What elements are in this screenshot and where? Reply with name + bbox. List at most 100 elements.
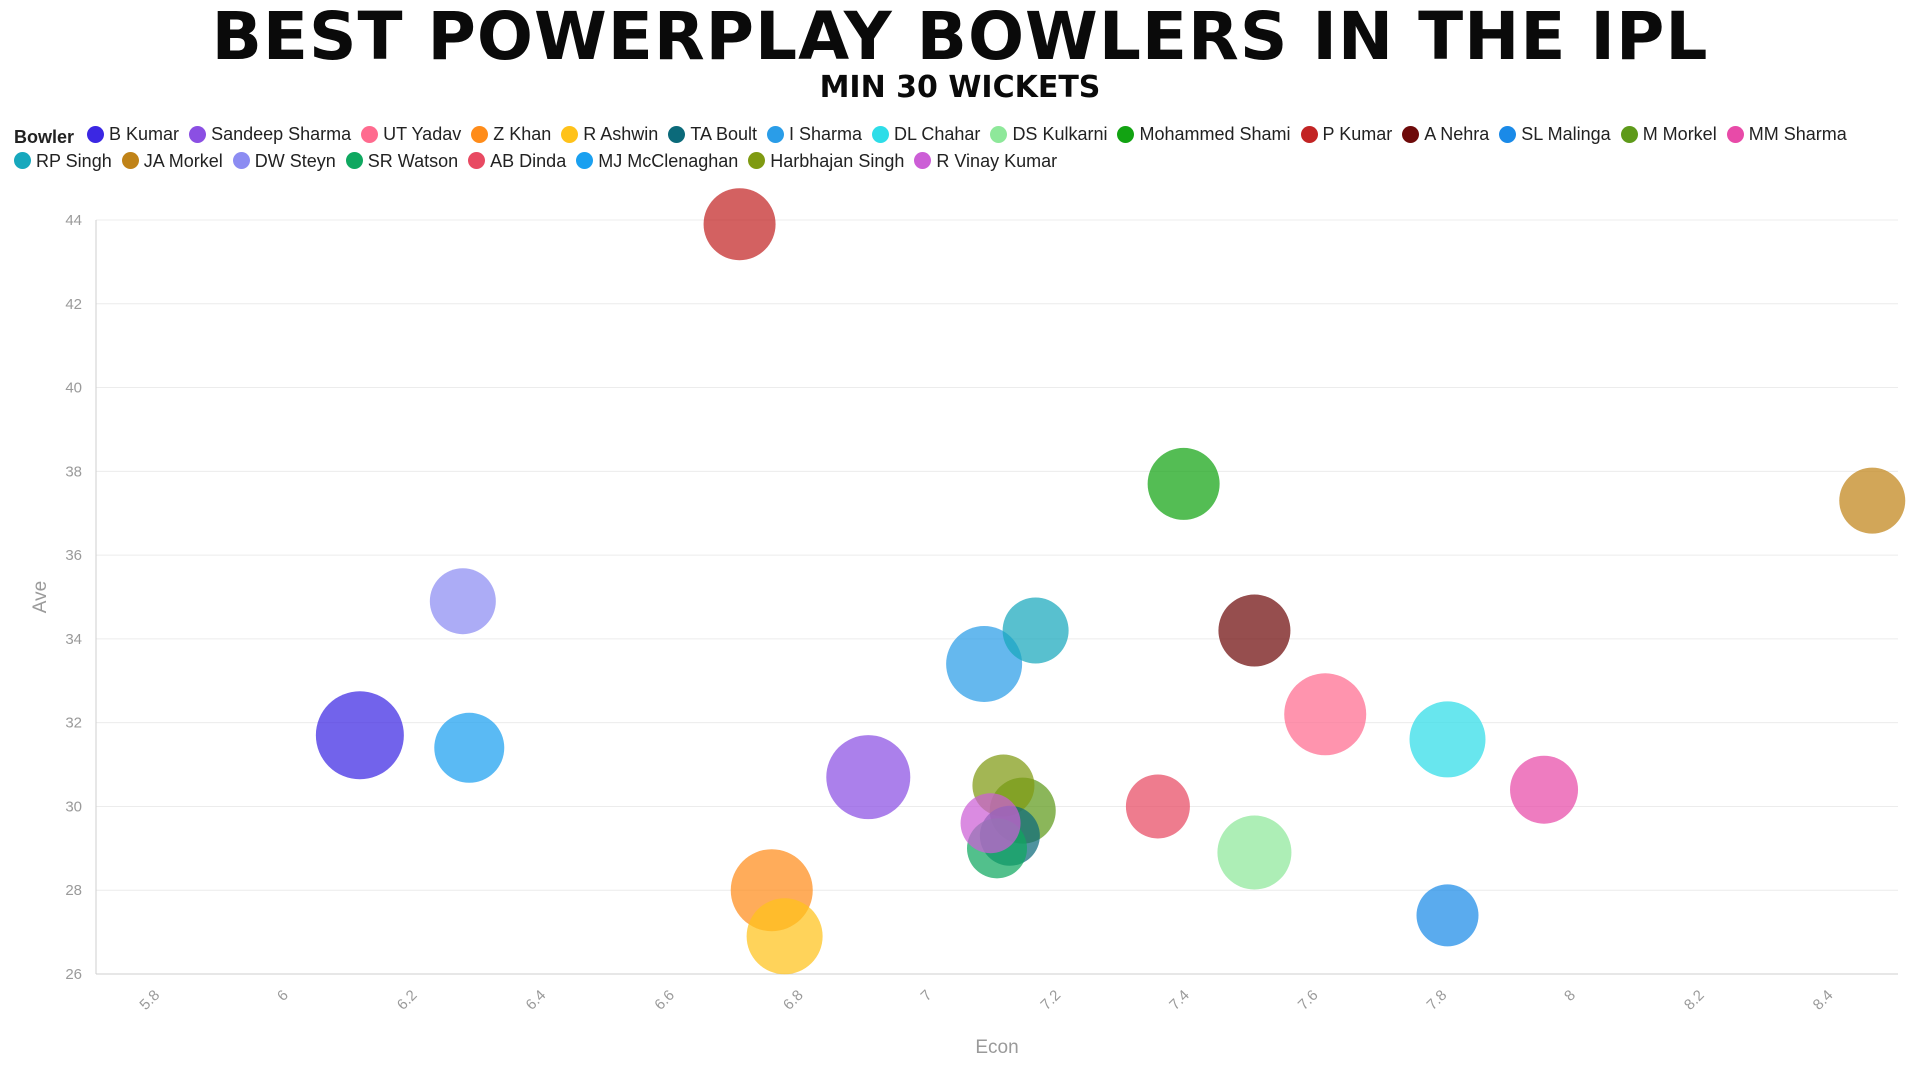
legend-item-harbhajan-singh[interactable]: Harbhajan Singh — [748, 149, 904, 173]
legend-label: SR Watson — [367, 150, 459, 171]
x-tick-label: 8.2 — [1681, 987, 1708, 1014]
legend-swatch — [189, 125, 207, 143]
bubble-ab-dinda[interactable] — [1125, 774, 1190, 839]
y-tick-label: 30 — [65, 798, 82, 815]
x-axis-ticks: 5.8 6 6.2 6.4 6.6 6.8 7 7.2 7.4 7.6 7.8 8 8.2 8.4 — [136, 987, 1836, 1014]
y-tick-label: 32 — [65, 715, 82, 732]
legend-item-r-ashwin[interactable]: R Ashwin — [561, 122, 658, 146]
bubble-mm-sharma[interactable] — [1510, 755, 1579, 824]
legend-swatch — [990, 125, 1008, 143]
bubble-mohammed-shami[interactable] — [1147, 447, 1220, 520]
legend-swatch — [361, 125, 379, 143]
legend-item-ab-dinda[interactable]: AB Dinda — [468, 149, 566, 173]
legend-item-dw-steyn[interactable]: DW Steyn — [232, 149, 336, 173]
legend-item-b-kumar[interactable]: B Kumar — [87, 122, 179, 146]
legend-label: R Vinay Kumar — [936, 150, 1058, 171]
legend-label: Mohammed Shami — [1139, 124, 1291, 144]
x-tick-label: 8.4 — [1810, 987, 1837, 1014]
x-tick-label: 6 — [274, 987, 292, 1005]
bubble-dl-chahar[interactable] — [1409, 701, 1486, 778]
legend-label: A Nehra — [1424, 124, 1490, 144]
y-tick-label: 40 — [65, 380, 82, 397]
legend-item-sl-malinga[interactable]: SL Malinga — [1499, 122, 1611, 146]
y-tick-label: 44 — [65, 212, 82, 229]
legend-swatch — [748, 152, 766, 169]
legend-item-mj-mcclenaghan[interactable]: MJ McClenaghan — [576, 149, 738, 173]
chart-title: BEST POWERPLAY BOWLERS IN THE IPL — [211, 0, 1709, 75]
legend-swatch — [561, 125, 579, 143]
bubble-rp-singh[interactable] — [1002, 597, 1069, 664]
legend-title: Bowler — [14, 126, 75, 147]
legend-swatch — [87, 125, 105, 143]
legend-swatch — [872, 125, 890, 143]
x-tick-label: 6.8 — [780, 987, 807, 1014]
legend-swatch — [1117, 125, 1135, 143]
x-axis-label: Econ — [975, 1037, 1018, 1058]
legend-item-p-kumar[interactable]: P Kumar — [1300, 122, 1392, 146]
y-tick-label: 34 — [65, 631, 82, 648]
legend-item-z-khan[interactable]: Z Khan — [471, 122, 551, 146]
legend-label: MJ McClenaghan — [598, 150, 739, 171]
legend-swatch — [914, 152, 932, 169]
bubble-r-ashwin[interactable] — [746, 898, 823, 975]
bubble-ds-kulkarni[interactable] — [1217, 815, 1292, 890]
legend: Bowler B Kumar Sandeep Sharma UT Yadav Z Kh… — [14, 122, 1894, 175]
legend-label: SL Malinga — [1521, 124, 1611, 144]
legend-label: R Ashwin — [583, 124, 659, 144]
bubble-sl-malinga[interactable] — [1416, 884, 1479, 947]
x-tick-label: 7.6 — [1295, 987, 1322, 1014]
x-tick-label: 7.4 — [1166, 987, 1193, 1014]
legend-swatch — [767, 125, 785, 143]
legend-item-sr-watson[interactable]: SR Watson — [345, 149, 459, 173]
bubble-dw-steyn[interactable] — [429, 568, 496, 635]
legend-label: DL Chahar — [894, 124, 981, 144]
bubble-mj-mcclenaghan[interactable] — [434, 712, 505, 783]
x-tick-label: 7.8 — [1424, 987, 1451, 1014]
legend-item-dl-chahar[interactable]: DL Chahar — [872, 122, 980, 146]
x-tick-label: 6.2 — [394, 987, 421, 1014]
x-tick-label: 7 — [918, 987, 936, 1005]
legend-item-m-morkel[interactable]: M Morkel — [1620, 122, 1717, 146]
legend-swatch — [468, 152, 486, 169]
y-tick-label: 38 — [65, 463, 82, 480]
legend-item-i-sharma[interactable]: I Sharma — [767, 122, 862, 146]
legend-swatch — [345, 152, 363, 169]
legend-label: Sandeep Sharma — [211, 124, 352, 144]
bubble-a-nehra[interactable] — [1218, 594, 1291, 667]
bubble-r-vinay-kumar[interactable] — [960, 793, 1021, 854]
legend-item-ut-yadav[interactable]: UT Yadav — [361, 122, 461, 146]
legend-swatch — [1620, 125, 1638, 143]
legend-item-ta-boult[interactable]: TA Boult — [668, 122, 757, 146]
x-tick-label: 7.2 — [1037, 987, 1064, 1014]
y-tick-label: 28 — [65, 882, 82, 899]
bubble-i-sharma[interactable] — [946, 626, 1023, 703]
legend-swatch — [668, 125, 686, 143]
legend-item-sandeep-sharma[interactable]: Sandeep Sharma — [189, 122, 351, 146]
bubble-ut-yadav[interactable] — [1284, 673, 1367, 756]
y-tick-label: 42 — [65, 296, 82, 313]
legend-label: RP Singh — [36, 150, 112, 171]
bubble-b-kumar[interactable] — [315, 691, 404, 780]
legend-item-a-nehra[interactable]: A Nehra — [1402, 122, 1489, 146]
legend-item-ds-kulkarni[interactable]: DS Kulkarni — [990, 122, 1107, 146]
legend-item-rp-singh[interactable]: RP Singh — [14, 149, 112, 173]
legend-item-mohammed-shami[interactable]: Mohammed Shami — [1117, 122, 1291, 146]
legend-item-mm-sharma[interactable]: MM Sharma — [1726, 122, 1847, 146]
bubble-p-kumar[interactable] — [703, 188, 776, 261]
data-points — [315, 188, 1906, 975]
y-tick-label: 36 — [65, 547, 82, 564]
bubble-ja-morkel[interactable] — [1839, 467, 1906, 534]
legend-swatch — [121, 152, 139, 169]
legend-label: JA Morkel — [143, 150, 223, 171]
legend-label: I Sharma — [789, 124, 863, 144]
legend-label: M Morkel — [1642, 124, 1717, 144]
legend-item-r-vinay-kumar[interactable]: R Vinay Kumar — [914, 149, 1057, 173]
legend-label: Harbhajan Singh — [770, 150, 905, 171]
legend-swatch — [232, 152, 250, 169]
legend-label: TA Boult — [690, 124, 758, 144]
legend-item-ja-morkel[interactable]: JA Morkel — [121, 149, 223, 173]
legend-label: Z Khan — [493, 124, 552, 144]
legend-swatch — [1499, 125, 1517, 143]
bubble-sandeep-sharma[interactable] — [826, 735, 911, 820]
